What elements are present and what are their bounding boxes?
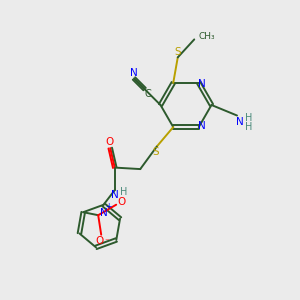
- Text: N: N: [198, 80, 206, 89]
- Text: N: N: [100, 208, 107, 218]
- Text: O: O: [96, 236, 104, 246]
- Text: O: O: [118, 197, 126, 207]
- Text: N: N: [236, 117, 243, 127]
- Text: O: O: [106, 137, 114, 147]
- Text: C: C: [144, 89, 151, 100]
- Text: N: N: [198, 121, 206, 130]
- Text: H: H: [120, 187, 127, 196]
- Text: H: H: [245, 113, 252, 124]
- Text: S: S: [152, 147, 159, 157]
- Text: S: S: [174, 47, 181, 57]
- Text: ⁻: ⁻: [104, 237, 109, 246]
- Text: H: H: [245, 122, 252, 133]
- Text: N: N: [130, 68, 138, 78]
- Text: CH₃: CH₃: [199, 32, 215, 41]
- Text: +: +: [106, 202, 112, 211]
- Text: N: N: [111, 190, 118, 200]
